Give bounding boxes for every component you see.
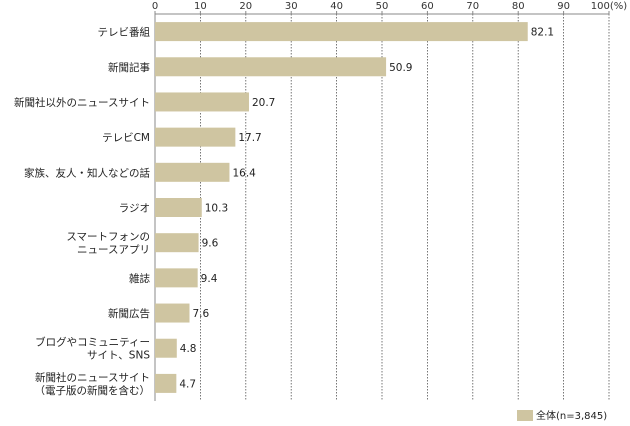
x-tick-label: 20	[239, 1, 252, 12]
legend-label: 全体(n=3,845)	[536, 409, 607, 422]
bar	[155, 22, 528, 42]
value-label: 20.7	[252, 97, 275, 109]
x-tick-label: 80	[512, 1, 525, 12]
x-tick-label: 60	[421, 1, 434, 12]
value-label: 50.9	[389, 62, 412, 74]
value-label: 9.6	[202, 238, 219, 250]
bar	[155, 198, 202, 217]
x-tick-label: 70	[466, 1, 479, 12]
category-label: 新聞広告	[108, 307, 150, 320]
category-label: テレビ番組	[98, 26, 151, 39]
grid-lines	[199, 14, 610, 401]
x-tick-label: 50	[376, 1, 389, 12]
category-label: スマートフォンのニュースアプリ	[66, 231, 150, 256]
value-label: 7.6	[193, 308, 210, 320]
x-tick-label: 90	[557, 1, 570, 12]
bar	[155, 268, 198, 288]
bar	[155, 127, 236, 147]
bar	[155, 92, 249, 112]
value-label: 16.4	[232, 167, 256, 179]
value-label: 4.7	[179, 378, 196, 390]
category-label: ブログやコミュニティーサイト、SNS	[35, 336, 150, 362]
bar	[155, 57, 387, 77]
value-label: 9.4	[201, 273, 218, 285]
bar	[155, 162, 230, 182]
category-label: 家族、友人・知人などの話	[24, 166, 150, 179]
bar	[155, 233, 199, 253]
bar	[155, 303, 190, 323]
x-tick-label: 100(%)	[591, 1, 627, 12]
bars: 82.1 50.9 20.7 17.7 16.4 10.3 9.6 9.4 7.6 4.8 4.7	[155, 22, 554, 393]
category-label: 雑誌	[129, 272, 150, 285]
value-label: 82.1	[531, 27, 554, 39]
x-tick-label: 0	[152, 1, 158, 12]
bar	[155, 373, 177, 393]
category-label: 新聞記事	[108, 61, 150, 74]
category-label: テレビCM	[102, 132, 150, 144]
legend-swatch	[517, 410, 533, 421]
category-label: 新聞社のニュースサイト（電子版の新聞を含む）	[35, 371, 151, 397]
category-label: 新聞社以外のニュースサイト	[14, 96, 150, 109]
x-axis: 0 10 20 30 40 50 60 70 80 90 100(%)	[152, 1, 627, 401]
x-tick-label: 30	[285, 1, 298, 12]
bar	[155, 338, 177, 358]
value-label: 10.3	[205, 203, 228, 215]
value-label: 17.7	[238, 132, 261, 144]
legend: 全体(n=3,845)	[517, 409, 607, 422]
x-tick-label: 40	[330, 1, 343, 12]
category-label: ラジオ	[119, 203, 150, 215]
x-tick-label: 10	[194, 1, 207, 12]
value-label: 4.8	[180, 343, 197, 355]
